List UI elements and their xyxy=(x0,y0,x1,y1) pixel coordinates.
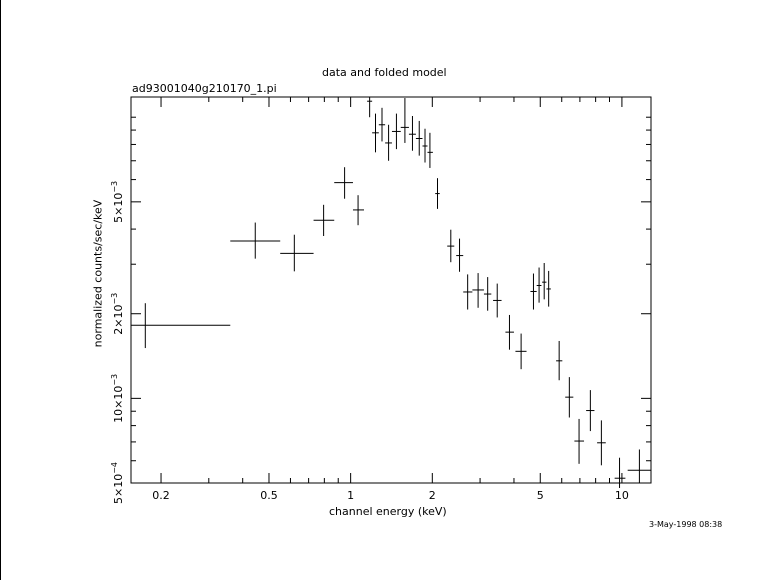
data-point xyxy=(447,229,455,263)
data-point xyxy=(463,274,473,310)
x-axis: 0.2 0.5 1 2 5 10 xyxy=(152,97,629,502)
data-point xyxy=(530,273,537,310)
data-point xyxy=(352,195,364,226)
data-point xyxy=(422,128,428,163)
data-point xyxy=(313,204,335,236)
data-point xyxy=(565,377,574,418)
data-point xyxy=(391,113,401,150)
y-tick-label: 5×10−4 xyxy=(110,462,125,504)
chart-subtitle: ad93001040g210170_1.pi xyxy=(132,82,277,95)
data-point xyxy=(542,263,547,300)
plot-frame xyxy=(130,96,652,484)
window-left-border xyxy=(0,0,1,580)
data-point xyxy=(435,178,440,209)
chart-title: data and folded model xyxy=(322,66,447,79)
data-point xyxy=(408,115,416,151)
x-tick-label: 1 xyxy=(347,489,354,502)
data-point xyxy=(586,390,595,432)
x-tick-label: 0.5 xyxy=(260,489,278,502)
data-point xyxy=(415,120,423,156)
data-points xyxy=(131,97,651,488)
data-point xyxy=(334,167,353,199)
data-point xyxy=(505,314,514,350)
y-tick-label: 2×10−3 xyxy=(110,293,125,335)
y-axis: 5×10−4 10×10−3 2×10−3 5×10−3 xyxy=(110,116,651,504)
data-point xyxy=(515,333,527,370)
data-point xyxy=(378,107,386,142)
x-tick-label: 2 xyxy=(429,489,436,502)
data-point xyxy=(493,283,502,318)
data-point xyxy=(574,418,585,464)
y-tick-label: 5×10−3 xyxy=(110,181,125,223)
data-point xyxy=(372,113,379,153)
data-point xyxy=(280,234,314,272)
data-point xyxy=(230,222,281,259)
data-point xyxy=(483,277,492,311)
x-tick-label: 10 xyxy=(615,489,629,502)
x-tick-label: 5 xyxy=(537,489,544,502)
y-tick-label: 10×10−3 xyxy=(110,374,125,423)
data-point xyxy=(614,457,626,488)
data-point xyxy=(546,270,551,307)
data-point xyxy=(427,132,433,168)
data-point xyxy=(597,420,606,466)
data-point xyxy=(385,124,392,161)
data-point xyxy=(131,303,231,349)
data-point xyxy=(400,98,409,143)
x-tick-label: 0.2 xyxy=(152,489,170,502)
data-point xyxy=(367,97,373,118)
data-point xyxy=(472,273,484,308)
data-point xyxy=(627,449,651,483)
data-point xyxy=(536,267,542,303)
x-axis-label: channel energy (keV) xyxy=(329,505,447,518)
data-point xyxy=(456,238,464,272)
timestamp: 3-May-1998 08:38 xyxy=(649,520,723,529)
data-point xyxy=(556,340,563,381)
